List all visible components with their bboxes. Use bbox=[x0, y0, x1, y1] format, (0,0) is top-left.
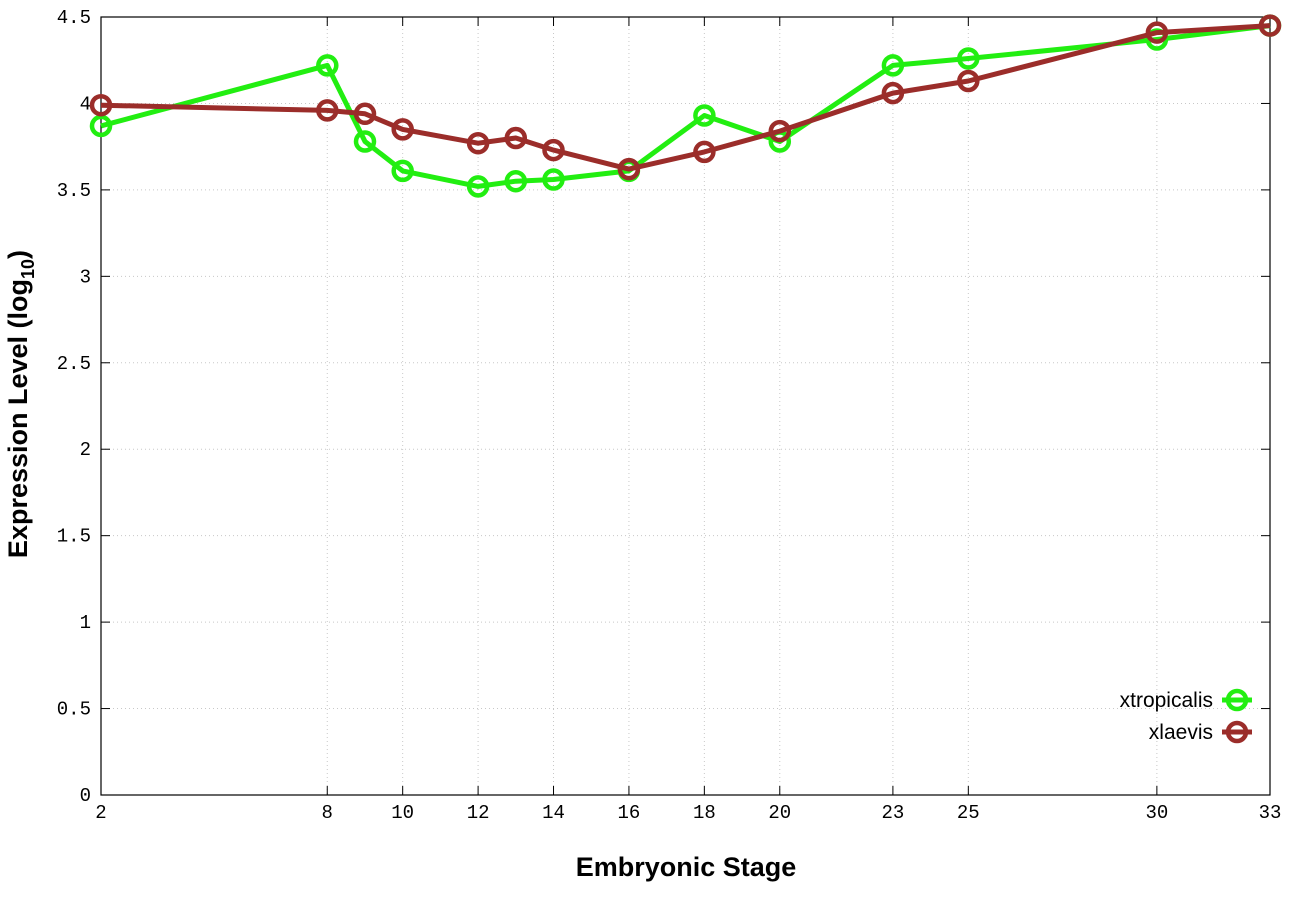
data-point-xlaevis bbox=[617, 157, 641, 181]
y-tick-label: 3.5 bbox=[57, 180, 91, 202]
y-tick-label: 3 bbox=[80, 266, 91, 288]
x-tick-label: 23 bbox=[881, 802, 904, 824]
series-xtropicalis bbox=[89, 14, 1282, 198]
x-tick-label: 20 bbox=[768, 802, 791, 824]
x-tick-label: 12 bbox=[467, 802, 490, 824]
plot-frame bbox=[100, 16, 1271, 796]
x-tick-label: 33 bbox=[1259, 802, 1282, 824]
data-point-xtropicalis bbox=[881, 54, 905, 77]
x-tick-label: 2 bbox=[95, 802, 106, 824]
legend-marker-xtropicalis bbox=[1225, 688, 1249, 712]
data-point-xlaevis bbox=[1145, 21, 1169, 44]
y-tick-label: 4.5 bbox=[57, 7, 91, 29]
legend-marker-xlaevis bbox=[1225, 720, 1249, 744]
data-point-xtropicalis bbox=[542, 168, 565, 191]
legend-label-xtropicalis: xtropicalis bbox=[1120, 689, 1213, 712]
x-tick-label: 30 bbox=[1145, 802, 1168, 824]
data-point-xtropicalis bbox=[957, 47, 980, 70]
y-tick-label: 0.5 bbox=[57, 699, 91, 721]
y-axis-title-main: Expression Level (log bbox=[3, 279, 33, 558]
data-point-xtropicalis bbox=[504, 169, 528, 193]
grid bbox=[101, 17, 1270, 795]
y-axis-title-suffix: ) bbox=[3, 250, 33, 259]
x-tick-label: 8 bbox=[322, 802, 333, 824]
series-line-xlaevis bbox=[100, 23, 1271, 172]
legend-label-xlaevis: xlaevis bbox=[1149, 721, 1213, 744]
data-point-xtropicalis bbox=[353, 130, 377, 153]
data-point-xlaevis bbox=[353, 102, 377, 126]
data-point-xlaevis bbox=[957, 69, 980, 93]
data-point-xlaevis bbox=[542, 138, 565, 162]
y-tick-label: 0 bbox=[80, 785, 91, 807]
y-tick-label: 2 bbox=[80, 439, 91, 461]
data-point-xtropicalis bbox=[391, 159, 414, 183]
data-point-xlaevis bbox=[693, 140, 716, 164]
data-point-xtropicalis bbox=[693, 104, 716, 127]
data-point-xtropicalis bbox=[89, 114, 113, 138]
x-tick-label: 25 bbox=[957, 802, 980, 824]
x-axis-title: Embryonic Stage bbox=[576, 852, 797, 882]
y-axis-title-subscript: 10 bbox=[18, 259, 38, 279]
y-tick-label: 1 bbox=[80, 612, 91, 634]
data-point-xtropicalis bbox=[466, 175, 490, 198]
data-point-xtropicalis bbox=[316, 54, 339, 77]
x-tick-label: 10 bbox=[391, 802, 414, 824]
y-tick-label: 1.5 bbox=[57, 526, 91, 548]
y-axis-title: Expression Level (log10) bbox=[3, 250, 38, 558]
axis-ticks: 0 0.5 1 1.5 2 2.5 3 3.5 4 4.5 2 8 10 12 14 16 18 20 23 25 30… bbox=[57, 7, 1282, 824]
data-point-xlaevis bbox=[504, 126, 528, 150]
y-tick-label: 4 bbox=[80, 93, 91, 115]
legend: xtropicalis xlaevis bbox=[1120, 688, 1252, 744]
data-point-xlaevis bbox=[89, 93, 113, 117]
data-point-xlaevis bbox=[391, 118, 414, 141]
data-point-xlaevis bbox=[881, 81, 905, 105]
data-point-xlaevis bbox=[316, 99, 339, 122]
x-tick-label: 18 bbox=[693, 802, 716, 824]
data-point-xlaevis bbox=[1258, 14, 1282, 37]
x-tick-label: 14 bbox=[542, 802, 565, 824]
y-tick-label: 2.5 bbox=[57, 353, 91, 375]
data-point-xlaevis bbox=[466, 131, 490, 155]
data-point-xlaevis bbox=[768, 119, 792, 143]
series-layer bbox=[89, 14, 1282, 198]
x-tick-label: 16 bbox=[618, 802, 641, 824]
series-xlaevis bbox=[89, 14, 1282, 181]
